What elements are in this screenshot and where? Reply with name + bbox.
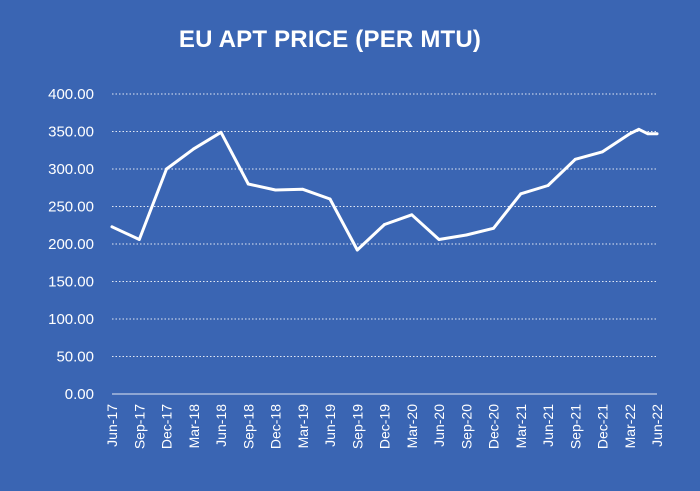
data-point <box>492 226 495 230</box>
y-tick-label: 400.00 <box>48 86 94 103</box>
data-point <box>546 184 550 187</box>
x-tick-label: Jun-19 <box>322 404 338 447</box>
x-tick-label: Sep-18 <box>240 404 256 449</box>
data-point <box>165 167 168 171</box>
x-tick-label: Sep-19 <box>349 404 365 449</box>
data-point <box>437 238 441 241</box>
x-tick-label: Jun-17 <box>104 404 120 447</box>
x-axis-ticks: Jun-17 Sep-17 Dec-17 Mar-18 Jun-18 Sep-18 Dec-… <box>104 404 665 449</box>
data-point <box>110 225 114 229</box>
data-point <box>355 248 359 252</box>
x-tick-label: Dec-21 <box>595 404 611 449</box>
x-tick-label: Mar-22 <box>622 404 638 449</box>
x-tick-label: Sep-20 <box>458 404 474 449</box>
data-point <box>410 213 414 217</box>
x-tick-label: Mar-21 <box>513 404 529 449</box>
y-tick-label: 350.00 <box>48 124 94 141</box>
y-tick-label: 50.00 <box>56 349 94 366</box>
x-tick-label: Jun-22 <box>649 404 665 447</box>
x-tick-label: Sep-17 <box>131 404 147 449</box>
data-point <box>637 127 641 131</box>
x-tick-label: Dec-19 <box>377 404 393 449</box>
x-tick-label: Sep-21 <box>567 404 583 449</box>
y-tick-label: 0.00 <box>65 386 94 403</box>
x-tick-label: Dec-18 <box>268 404 284 449</box>
x-tick-label: Jun-20 <box>431 404 447 447</box>
x-tick-label: Mar-19 <box>295 404 311 449</box>
data-point <box>383 223 386 226</box>
gridlines <box>112 93 657 395</box>
data-point <box>274 188 277 192</box>
data-point <box>464 233 468 237</box>
data-point <box>301 187 305 191</box>
y-tick-label: 250.00 <box>48 199 94 216</box>
data-point <box>655 132 659 136</box>
y-tick-label: 200.00 <box>48 236 94 253</box>
y-axis-ticks: 0.00 50.00 100.00 150.00 200.00 250.00 300.00 3… <box>48 86 94 403</box>
data-point <box>573 157 577 161</box>
x-tick-label: Dec-17 <box>159 404 175 449</box>
data-point <box>192 147 196 151</box>
x-tick-label: Jun-18 <box>213 404 229 447</box>
x-tick-label: Mar-18 <box>186 404 202 449</box>
data-point <box>219 130 223 134</box>
series-layer <box>110 127 659 252</box>
x-tick-label: Mar-20 <box>404 404 420 449</box>
x-tick-label: Jun-21 <box>540 404 556 447</box>
chart-title: EU APT PRICE (PER MTU) <box>178 26 482 53</box>
data-point <box>328 197 332 201</box>
x-tick-label: Dec-20 <box>486 404 502 449</box>
data-point <box>137 238 141 241</box>
data-point <box>601 150 604 154</box>
data-point <box>646 132 650 136</box>
y-tick-label: 150.00 <box>48 274 94 291</box>
y-tick-label: 300.00 <box>48 161 94 178</box>
data-point <box>519 192 523 196</box>
data-point <box>628 132 632 136</box>
y-tick-label: 100.00 <box>48 311 94 328</box>
data-point <box>246 182 250 186</box>
